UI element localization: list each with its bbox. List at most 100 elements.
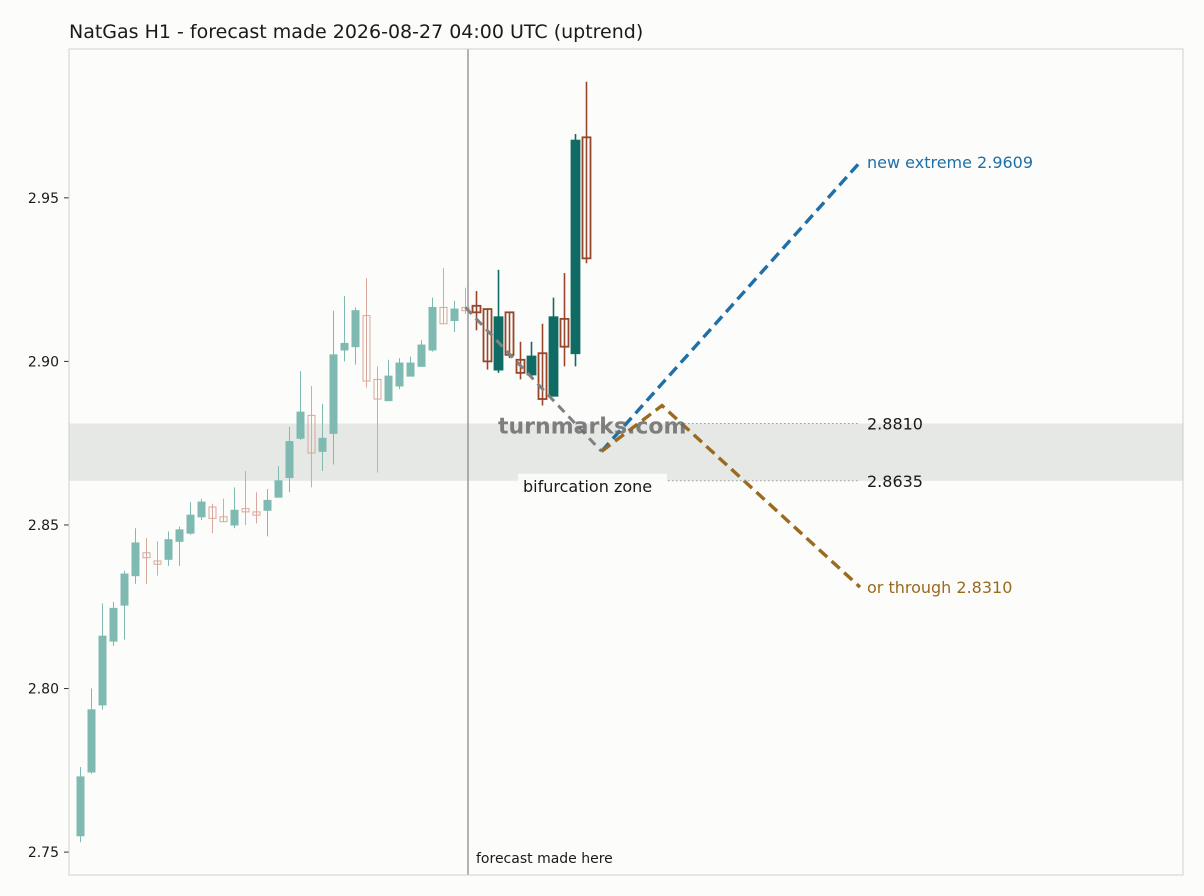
candle-body — [581, 136, 592, 260]
annotations: turnmarks.com 2.8810 2.8635 bifurcation zon… — [476, 153, 1033, 867]
history-candle — [142, 538, 151, 584]
history-candle — [76, 767, 85, 843]
history-candle — [318, 403, 327, 471]
candle-body — [373, 378, 382, 400]
history-candle — [252, 492, 261, 524]
history-candle — [384, 359, 393, 402]
zone-label: bifurcation zone — [523, 477, 652, 496]
candle-body — [87, 709, 96, 773]
candle-body — [219, 516, 228, 523]
candle-body — [230, 509, 239, 526]
history-candle — [153, 541, 162, 576]
candle-body — [142, 552, 151, 559]
candle-body — [537, 352, 548, 400]
candle-body — [526, 355, 537, 376]
candle-body — [406, 362, 415, 377]
candle-body — [252, 511, 261, 516]
history-candle — [428, 297, 437, 352]
candle-body — [208, 506, 217, 519]
candle-body — [186, 514, 195, 534]
history-candle — [186, 502, 195, 535]
candle-body — [131, 542, 140, 577]
y-tick-label: 2.90 — [28, 354, 59, 370]
history-candle — [241, 470, 250, 525]
forecast-paths — [464, 161, 862, 589]
y-axis: 2.75 2.80 2.85 2.90 2.95 — [28, 191, 69, 861]
chart-title: NatGas H1 - forecast made 2026-08-27 04:… — [69, 21, 643, 43]
y-tick-label: 2.95 — [28, 191, 59, 207]
history-candle — [373, 366, 382, 473]
actual-candle — [559, 273, 570, 367]
zone-label-box — [518, 473, 667, 498]
history-candle — [340, 295, 349, 362]
actual-candle — [537, 323, 548, 406]
history-candle — [98, 603, 107, 710]
candle-body — [340, 342, 349, 351]
candle-body — [307, 414, 316, 454]
candle-body — [471, 304, 482, 314]
history-candle — [439, 268, 448, 325]
history-candle — [296, 371, 305, 440]
candles — [76, 81, 592, 843]
candle-body — [285, 441, 294, 479]
actual-candle — [570, 134, 581, 367]
history-candle — [362, 277, 371, 388]
history-candle — [351, 307, 360, 365]
candle-body — [439, 306, 448, 325]
up-scenario-label: new extreme 2.9609 — [867, 153, 1033, 172]
history-candle — [219, 498, 228, 523]
history-candle — [307, 385, 316, 488]
candle-body — [120, 573, 129, 606]
history-candle — [274, 466, 283, 498]
candle-body — [362, 315, 371, 382]
candle-body — [450, 308, 459, 322]
history-candle — [406, 356, 415, 377]
history-candle — [230, 487, 239, 529]
candle-body — [559, 317, 570, 348]
y-tick-label: 2.80 — [28, 682, 59, 698]
zone-low-label: 2.8635 — [867, 472, 923, 491]
forecast-path-line — [464, 306, 603, 453]
candle-body — [428, 306, 437, 351]
candle-body — [153, 560, 162, 565]
down-scenario-label: or through 2.8310 — [867, 578, 1012, 597]
plot-frame — [68, 48, 1184, 876]
history-candle — [395, 358, 404, 390]
zone-high-label: 2.8810 — [867, 415, 923, 434]
history-candle — [197, 498, 206, 521]
bifurcation-zone-layer — [69, 423, 1183, 481]
candle-body — [175, 529, 184, 542]
actual-candle — [526, 341, 537, 377]
down-scenario-line — [600, 403, 862, 589]
candle-body — [395, 362, 404, 387]
candle-body — [318, 437, 327, 452]
candle-body — [109, 607, 118, 642]
history-candle — [329, 310, 338, 465]
history-candle — [87, 688, 96, 774]
history-candle — [450, 300, 459, 332]
history-candle — [175, 526, 184, 566]
actual-candle — [548, 297, 559, 397]
candle-body — [197, 501, 206, 518]
actual-candle — [581, 81, 592, 264]
candle-body — [570, 139, 581, 355]
history-candle — [417, 340, 426, 367]
history-candle — [164, 531, 173, 566]
candle-body — [296, 411, 305, 439]
candle-body — [417, 344, 426, 367]
history-candle — [263, 488, 272, 537]
candle-body — [76, 776, 85, 837]
y-tick-label: 2.75 — [28, 845, 59, 861]
actual-candle — [515, 341, 526, 380]
candle-body — [384, 375, 393, 402]
actual-candle — [471, 291, 482, 331]
candle-body — [98, 635, 107, 706]
candle-body — [515, 358, 526, 374]
history-candle — [109, 601, 118, 647]
history-candle — [120, 570, 129, 640]
history-candle — [208, 503, 217, 534]
y-tick-label: 2.85 — [28, 518, 59, 534]
forecast-made-here-label: forecast made here — [476, 851, 613, 867]
candle-body — [164, 539, 173, 560]
